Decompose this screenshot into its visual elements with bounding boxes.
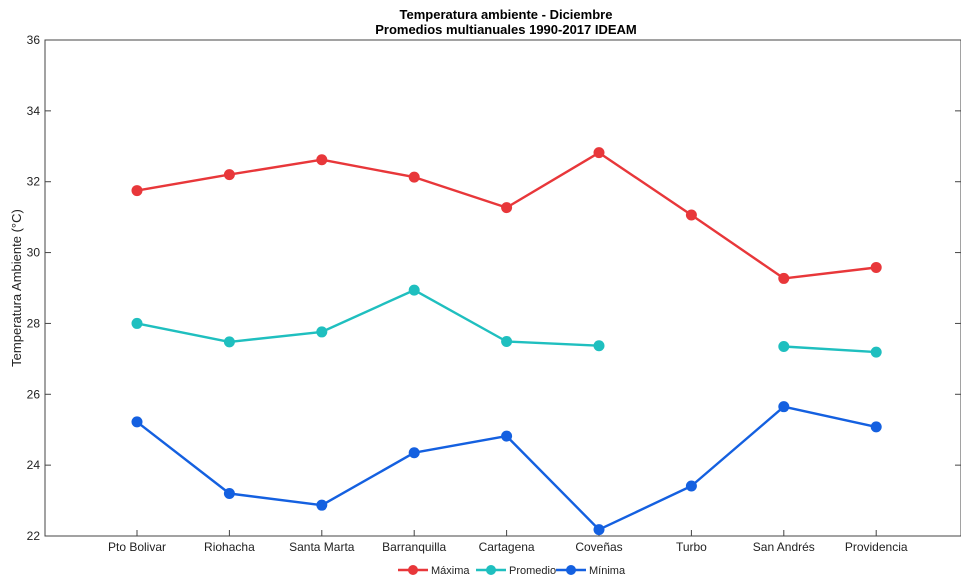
data-point-minima [131, 416, 143, 428]
y-tick-label: 24 [27, 458, 41, 472]
series-group [131, 147, 882, 536]
data-point-promedio [131, 317, 143, 329]
y-tick-label: 30 [27, 246, 41, 260]
data-point-maxima [408, 171, 420, 183]
x-tick-label: Santa Marta [289, 540, 355, 554]
data-point-minima [501, 430, 513, 442]
data-point-promedio [501, 335, 513, 347]
chart-subtitle: Promedios multianuales 1990-2017 IDEAM [375, 22, 637, 37]
x-tick-label: Riohacha [204, 540, 255, 554]
x-tick-label: Cartagena [479, 540, 535, 554]
data-point-minima [408, 447, 420, 459]
x-axis: Pto Bolivar Riohacha Santa Marta Barranquil… [108, 530, 908, 554]
x-tick-label: Turbo [676, 540, 707, 554]
legend-marker-maxima [408, 565, 418, 575]
data-point-promedio [223, 336, 235, 348]
data-point-minima [778, 401, 790, 413]
data-point-promedio [408, 284, 420, 296]
data-point-maxima [316, 154, 328, 166]
y-tick-label: 34 [27, 104, 41, 118]
series-line-promedio [136, 288, 600, 347]
data-point-minima [685, 480, 697, 492]
legend-label-minima: Mínima [589, 565, 626, 577]
data-point-maxima [131, 185, 143, 197]
data-point-minima [316, 499, 328, 511]
data-point-promedio [778, 340, 790, 352]
data-point-maxima [223, 169, 235, 181]
legend-label-maxima: Máxima [431, 565, 470, 577]
y-axis: 22 24 26 28 30 32 34 36 [27, 33, 961, 543]
y-tick-label: 32 [27, 175, 41, 189]
legend-label-promedio: Promedio [509, 565, 556, 577]
legend-marker-promedio [486, 565, 496, 575]
y-tick-label: 22 [27, 529, 41, 543]
data-point-maxima [778, 272, 790, 284]
x-tick-label: San Andrés [753, 540, 815, 554]
legend: Máxima Promedio Mínima [398, 565, 626, 577]
data-point-minima [593, 524, 605, 536]
data-point-maxima [593, 147, 605, 159]
data-point-maxima [685, 209, 697, 221]
series-line-promedio [783, 345, 877, 354]
chart-title: Temperatura ambiente - Diciembre [400, 7, 613, 22]
x-tick-label: Barranquilla [382, 540, 446, 554]
x-tick-label: Providencia [845, 540, 908, 554]
data-point-maxima [501, 202, 513, 214]
data-point-minima [870, 421, 882, 433]
data-point-promedio [593, 340, 605, 352]
y-axis-label: Temperatura Ambiente (°C) [9, 209, 24, 367]
series-line-maxima [136, 151, 877, 280]
data-point-promedio [870, 346, 882, 358]
data-point-maxima [870, 261, 882, 273]
legend-marker-minima [566, 565, 576, 575]
x-tick-label: Coveñas [575, 540, 622, 554]
series-line-minima [136, 405, 877, 531]
x-tick-label: Pto Bolivar [108, 540, 166, 554]
plot-area [44, 39, 961, 537]
y-tick-label: 26 [27, 387, 41, 401]
y-tick-label: 36 [27, 33, 41, 47]
data-point-minima [223, 487, 235, 499]
y-tick-label: 28 [27, 316, 41, 330]
data-point-promedio [316, 326, 328, 338]
